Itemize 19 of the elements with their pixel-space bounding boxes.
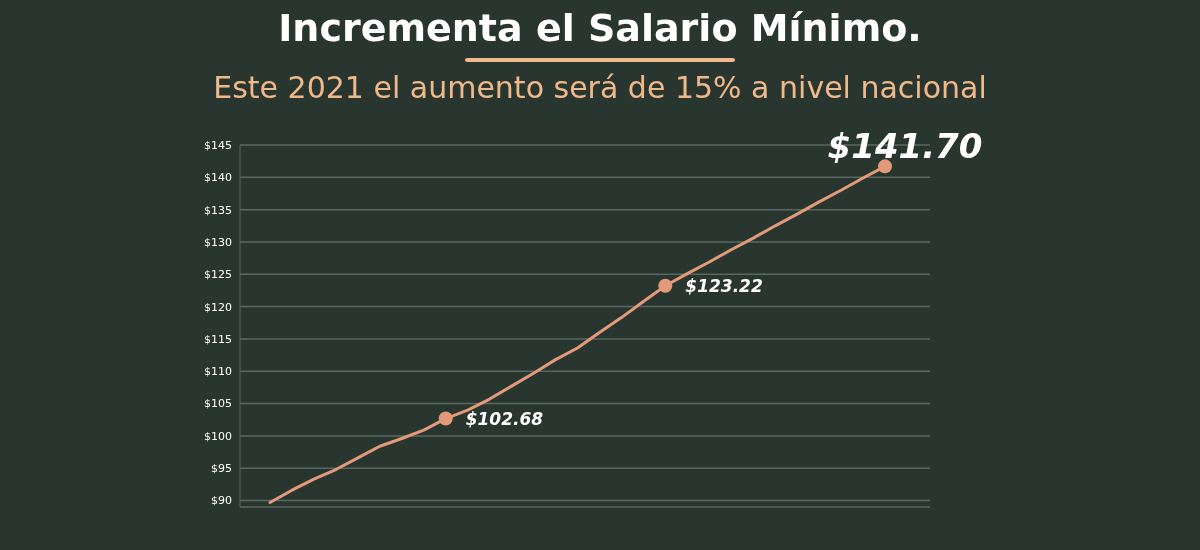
- y-tick-label: $120: [204, 300, 232, 314]
- data-label: $102.68: [465, 408, 544, 429]
- point: [438, 411, 453, 426]
- data-label: $123.22: [685, 275, 763, 296]
- y-tick-label: $130: [204, 235, 232, 249]
- y-tick-label: $90: [211, 494, 232, 508]
- y-tick-label: $145: [204, 138, 232, 152]
- y-tick-label: $105: [204, 397, 232, 411]
- point: [658, 278, 673, 293]
- chart-subtitle: Este 2021 el aumento será de 15% a nivel nacional: [212, 70, 988, 105]
- y-tick-label: $135: [204, 203, 232, 217]
- y-tick-label: $95: [211, 462, 232, 476]
- data-label: $141.70: [827, 126, 983, 167]
- y-tick-label: $110: [204, 365, 232, 379]
- chart-title: Incrementa el Salario Mínimo.: [277, 5, 923, 50]
- y-tick-label: $100: [204, 429, 232, 443]
- y-tick-label: $140: [204, 171, 232, 185]
- y-tick-label: $125: [204, 268, 232, 282]
- y-tick-label: $115: [204, 332, 232, 346]
